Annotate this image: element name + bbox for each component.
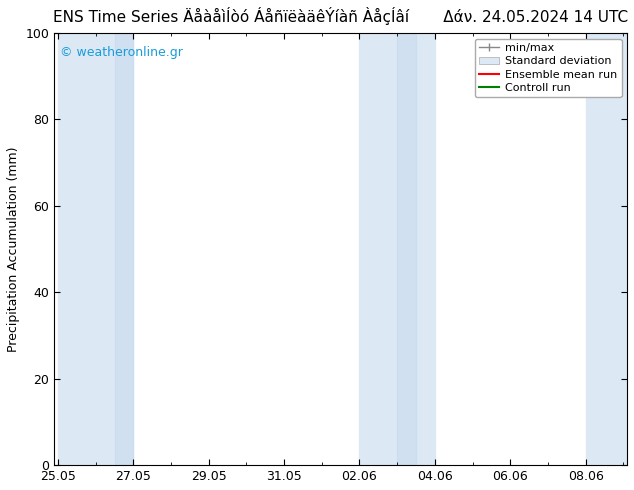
Bar bbox=[586, 33, 627, 465]
Bar bbox=[58, 33, 133, 465]
Legend: min/max, Standard deviation, Ensemble mean run, Controll run: min/max, Standard deviation, Ensemble me… bbox=[475, 39, 621, 98]
Y-axis label: Precipitation Accumulation (mm): Precipitation Accumulation (mm) bbox=[7, 147, 20, 352]
Title: ENS Time Series ÄåàåìÍòó ÁåñïëàäêÝíàñ ÀåçÍâí       Δάν. 24.05.2024 14 UTC: ENS Time Series ÄåàåìÍòó ÁåñïëàäêÝíàñ Àå… bbox=[53, 7, 628, 25]
Text: © weatheronline.gr: © weatheronline.gr bbox=[60, 46, 183, 59]
Bar bbox=[359, 33, 435, 465]
Bar bbox=[397, 33, 416, 465]
Bar bbox=[115, 33, 133, 465]
